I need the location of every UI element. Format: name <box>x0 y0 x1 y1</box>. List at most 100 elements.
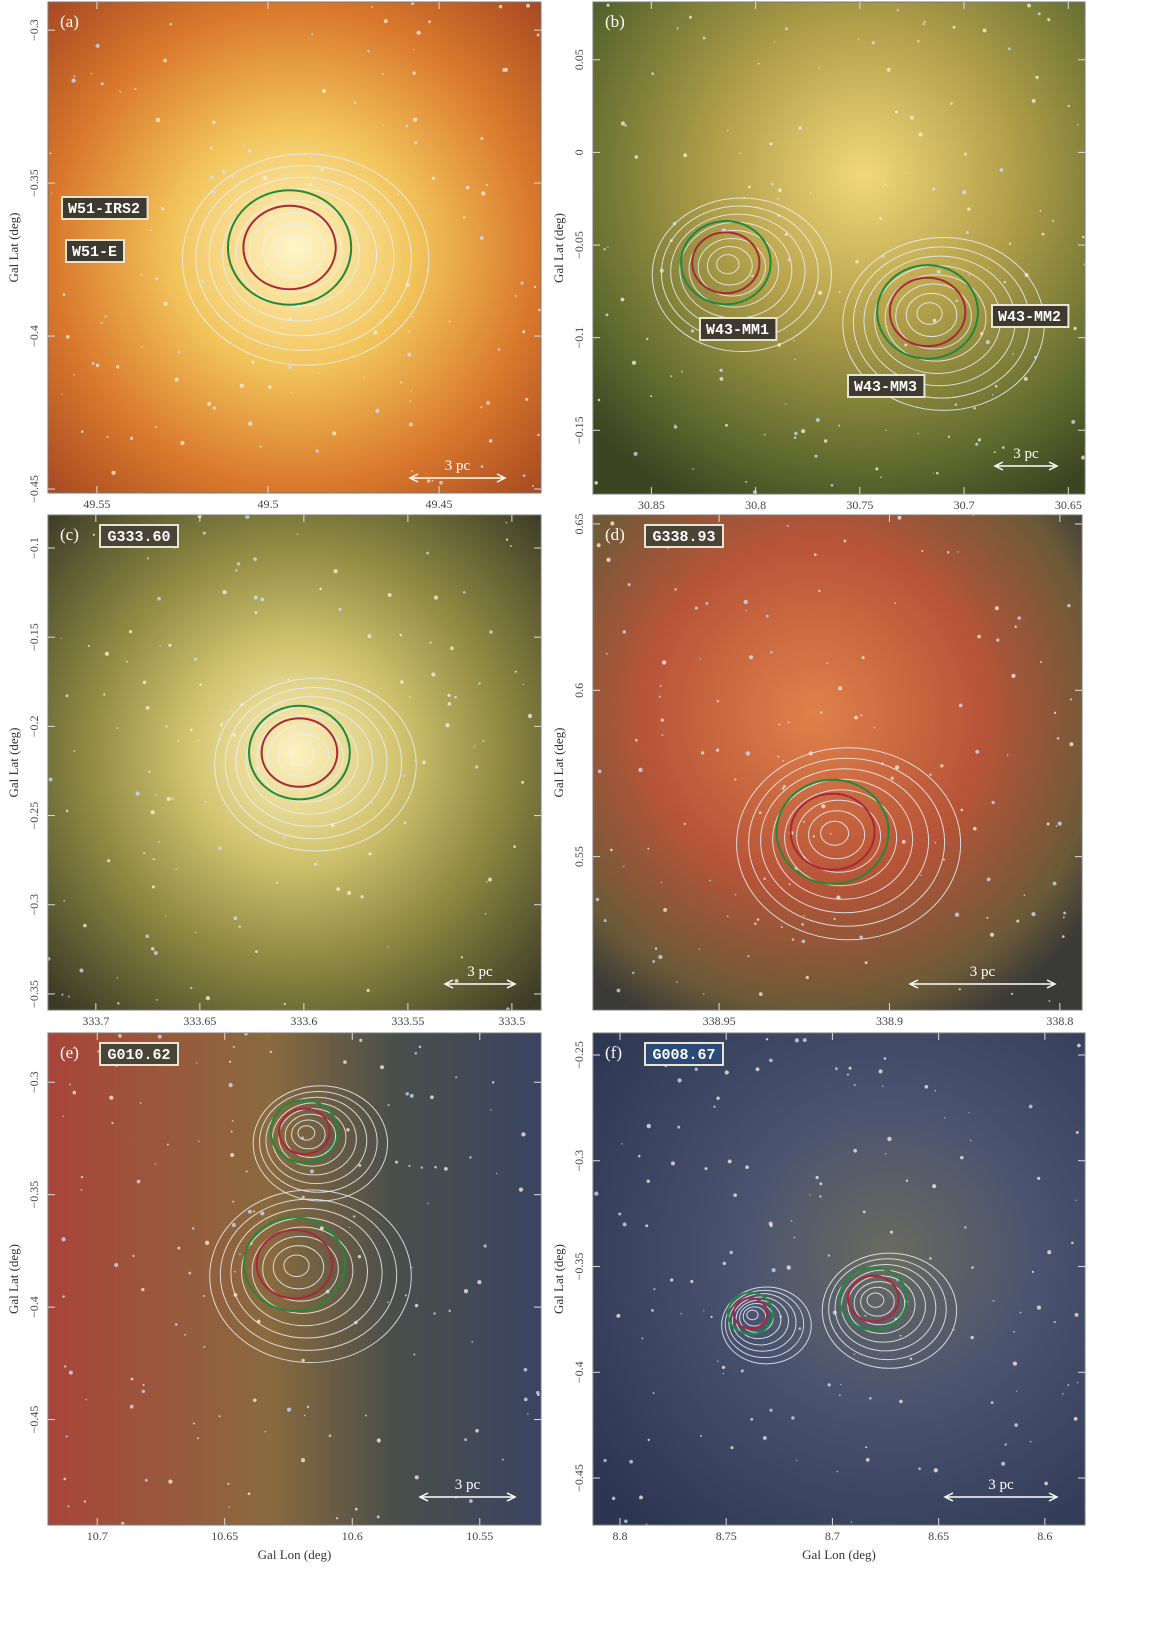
y-tick-label: −0.45 <box>27 1406 41 1434</box>
star <box>235 569 238 572</box>
star <box>940 764 944 768</box>
star <box>322 88 327 94</box>
star <box>860 714 863 717</box>
panel-image <box>593 515 1082 1010</box>
star <box>740 1369 744 1373</box>
source-label: G010.62 <box>107 1047 170 1064</box>
star <box>1037 12 1041 16</box>
star <box>982 28 987 33</box>
star <box>236 562 241 566</box>
star <box>502 67 507 73</box>
star <box>943 858 945 861</box>
star <box>409 400 412 403</box>
star <box>491 1081 495 1084</box>
contour <box>834 1263 937 1352</box>
star <box>321 162 324 164</box>
star <box>813 553 817 557</box>
star <box>977 634 981 639</box>
star <box>1037 1176 1041 1180</box>
star <box>413 1353 416 1356</box>
x-tick-label: 8.65 <box>928 1529 949 1543</box>
star <box>196 739 200 742</box>
star <box>478 682 481 685</box>
contour-green <box>727 1291 774 1336</box>
star <box>161 207 165 211</box>
star <box>1031 1270 1035 1273</box>
star <box>463 1289 469 1294</box>
star <box>921 549 924 553</box>
star <box>67 1505 70 1508</box>
star <box>975 442 979 446</box>
star <box>1044 1481 1048 1486</box>
star <box>523 1367 528 1372</box>
star <box>434 1165 437 1169</box>
star <box>953 1329 955 1331</box>
star <box>209 146 213 150</box>
star <box>887 1136 892 1142</box>
contour <box>297 1125 316 1141</box>
star <box>171 797 174 800</box>
star <box>287 678 290 681</box>
star <box>164 915 167 917</box>
panel: 333.7 333.65 333.6 333.55 333.5 −0.1 −0.15 −0.2… <box>6 514 542 1028</box>
star <box>991 800 995 805</box>
contour-red <box>255 1229 334 1300</box>
source-label: G333.60 <box>107 529 170 546</box>
star <box>809 192 812 195</box>
star <box>1029 1440 1032 1443</box>
contour <box>916 302 943 325</box>
star <box>698 948 701 950</box>
source-box <box>644 1042 724 1066</box>
region-box <box>847 374 926 398</box>
star <box>610 848 613 852</box>
star <box>399 633 402 637</box>
star <box>894 602 897 605</box>
star <box>148 770 151 773</box>
star <box>325 724 328 727</box>
star <box>199 683 202 686</box>
star <box>633 451 638 456</box>
frame <box>592 1 1086 495</box>
star <box>90 72 93 75</box>
star <box>848 1066 852 1070</box>
star <box>1067 1384 1070 1386</box>
star <box>288 317 292 320</box>
star <box>803 915 805 917</box>
star <box>1012 353 1014 355</box>
star <box>307 731 310 734</box>
star <box>745 1165 749 1170</box>
star <box>952 25 956 29</box>
star <box>310 1169 314 1174</box>
star <box>901 839 906 844</box>
star <box>905 1179 909 1182</box>
source-box <box>644 524 724 548</box>
star <box>204 800 207 804</box>
star <box>353 101 357 104</box>
star <box>694 1067 698 1071</box>
star <box>610 521 615 526</box>
star <box>838 424 841 427</box>
star <box>651 1309 654 1312</box>
star <box>95 43 100 48</box>
star <box>661 734 664 736</box>
star <box>603 1458 607 1463</box>
scale-bar-label: 3 pc <box>445 458 471 474</box>
star <box>269 1050 273 1054</box>
star <box>654 947 658 950</box>
star <box>663 907 668 912</box>
star <box>387 946 389 948</box>
star <box>150 947 155 951</box>
star <box>347 891 352 895</box>
star <box>794 431 798 436</box>
star <box>132 1254 135 1258</box>
star <box>483 1244 487 1248</box>
star <box>920 874 922 877</box>
star <box>801 939 806 944</box>
star <box>1046 822 1050 826</box>
x-tick-label: 8.7 <box>825 1529 840 1543</box>
star <box>960 808 964 812</box>
star <box>360 895 364 899</box>
star <box>703 1310 705 1312</box>
star <box>232 733 236 737</box>
region-box <box>991 304 1070 328</box>
